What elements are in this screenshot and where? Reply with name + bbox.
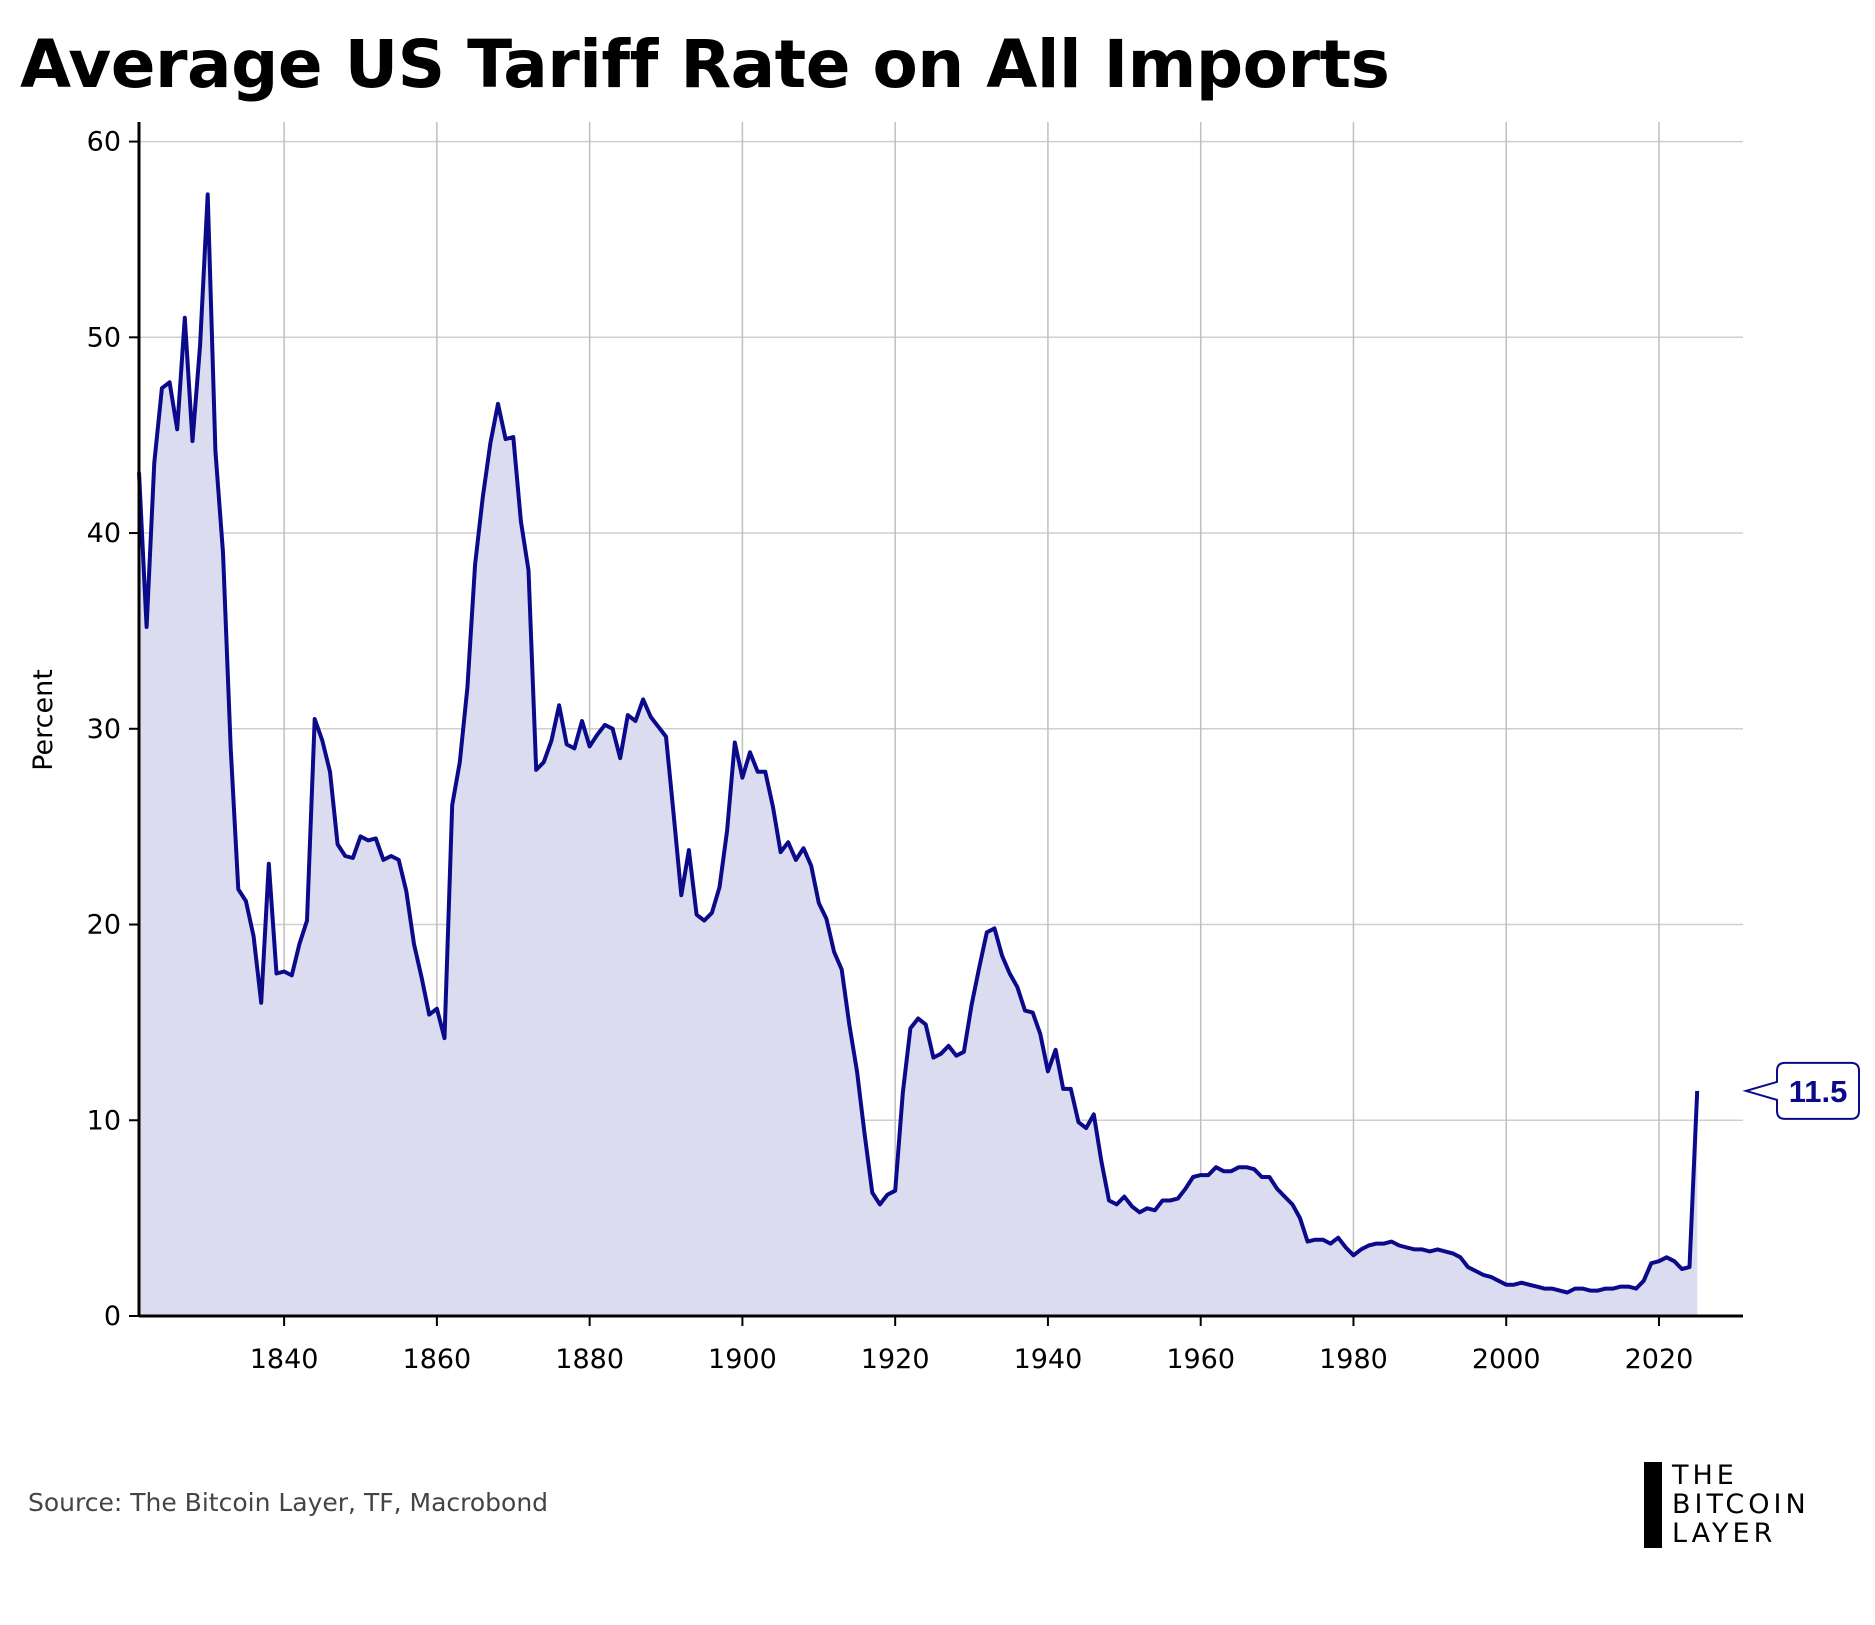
x-tick-label: 1860 xyxy=(403,1344,472,1375)
y-tick-label: 30 xyxy=(87,714,121,745)
callout-box xyxy=(1742,1061,1860,1120)
x-tick-label: 1940 xyxy=(1014,1344,1083,1375)
y-tick-label: 50 xyxy=(87,322,121,353)
y-tick-label: 0 xyxy=(104,1301,121,1332)
logo-bar xyxy=(1644,1462,1662,1548)
logo-line-layer: LAYER xyxy=(1672,1518,1777,1549)
logo-line-bitcoin: BITCOIN xyxy=(1672,1489,1810,1520)
y-axis-ticks: 0 10 20 30 40 50 60 xyxy=(87,127,139,1332)
x-tick-label: 1900 xyxy=(708,1344,777,1375)
x-tick-label: 1880 xyxy=(555,1344,624,1375)
bitcoin-layer-logo: THE BITCOIN LAYER xyxy=(1644,1462,1858,1548)
x-tick-label: 2000 xyxy=(1472,1344,1541,1375)
x-tick-label: 2020 xyxy=(1625,1344,1694,1375)
x-tick-label: 1920 xyxy=(861,1344,930,1375)
x-tick-label: 1840 xyxy=(250,1344,319,1375)
last-value-callout: 11.5 xyxy=(1742,1061,1860,1120)
x-axis-ticks: 1840 1860 1880 1900 1920 1940 1960 1980 2000 2020 xyxy=(250,1316,1694,1375)
series-area-fill xyxy=(139,194,1698,1316)
x-tick-label: 1980 xyxy=(1319,1344,1388,1375)
y-tick-label: 10 xyxy=(87,1105,121,1136)
source-note: Source: The Bitcoin Layer, TF, Macrobond xyxy=(28,1488,549,1517)
y-tick-label: 60 xyxy=(87,127,121,158)
y-tick-label: 40 xyxy=(87,518,121,549)
y-tick-label: 20 xyxy=(87,910,121,941)
x-tick-label: 1960 xyxy=(1166,1344,1235,1375)
chart-title: Average US Tariff Rate on All Imports xyxy=(20,26,1390,103)
y-axis-label: Percent xyxy=(28,669,59,771)
callout-value: 11.5 xyxy=(1789,1074,1848,1109)
series-line xyxy=(137,192,1700,1295)
logo-line-the: THE xyxy=(1672,1460,1738,1491)
grid-lines xyxy=(139,122,1743,1316)
